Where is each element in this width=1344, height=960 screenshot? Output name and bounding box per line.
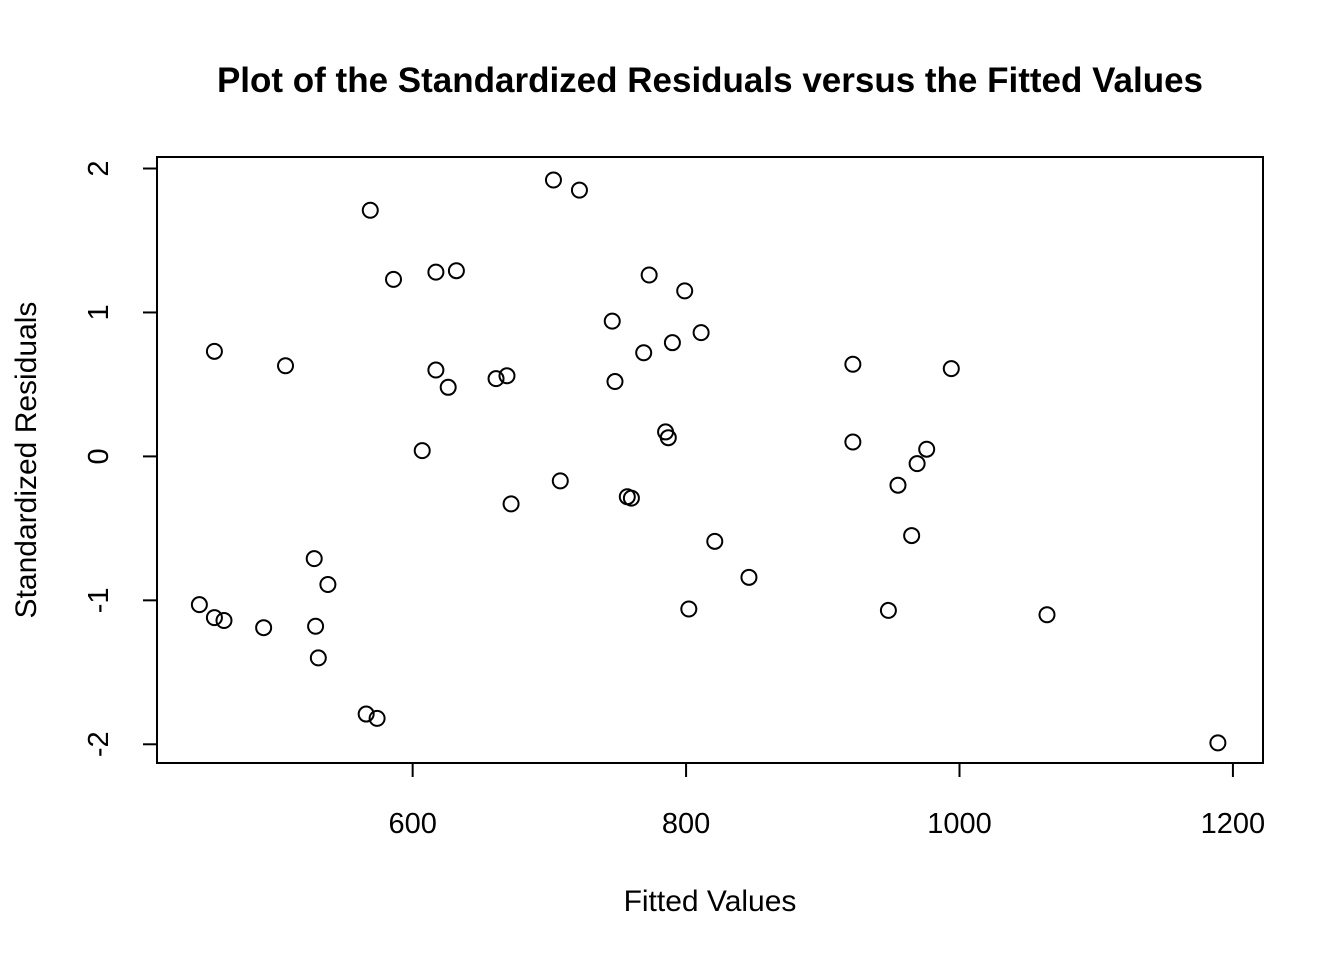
data-point [706,532,724,550]
data-point [413,442,431,460]
data-point [502,495,520,513]
data-point [205,342,223,360]
data-points [190,171,1227,752]
data-point [903,527,921,545]
data-point [622,489,640,507]
data-point [307,617,325,635]
y-tick-label: 2 [83,160,115,176]
x-axis-label: Fitted Values [624,885,797,918]
data-point [844,355,862,373]
data-point [908,455,926,473]
y-tick-label: -1 [83,587,115,613]
data-point [740,568,758,586]
data-point [439,378,457,396]
data-point [487,370,505,388]
data-point [692,324,710,342]
data-point [368,709,386,727]
data-point [659,429,677,447]
data-point [498,367,516,385]
y-tick-label: -2 [83,731,115,757]
x-tick-label: 600 [388,808,436,840]
data-point [676,282,694,300]
data-point [277,357,295,375]
data-point [255,619,273,637]
x-tick-label: 1200 [1201,808,1266,840]
data-point [603,312,621,330]
data-point [879,601,897,619]
data-point [1209,734,1227,752]
data-point [190,596,208,614]
data-point [606,373,624,391]
y-axis-label: Standardized Residuals [10,302,43,619]
data-point [427,361,445,379]
data-point [215,611,233,629]
data-point [1038,606,1056,624]
data-point [570,181,588,199]
data-point [635,344,653,362]
data-point [680,600,698,618]
chart-title: Plot of the Standardized Residuals versu… [217,61,1203,100]
data-point [357,705,375,723]
plot-frame [156,156,1264,764]
data-point [319,576,337,594]
data-point [844,433,862,451]
data-point [889,476,907,494]
x-axis: 600 800 1000 1200 [388,762,1266,840]
data-point [309,649,327,667]
data-point [385,270,403,288]
x-tick-label: 800 [662,808,710,840]
data-point [544,171,562,189]
y-axis: -2 -1 0 1 2 [83,160,158,757]
x-tick-label: 1000 [927,808,992,840]
data-point [663,334,681,352]
data-point [205,609,223,627]
data-point [918,440,936,458]
data-point [427,263,445,281]
data-point [447,262,465,280]
data-point [305,550,323,568]
y-tick-label: 1 [83,304,115,320]
y-tick-label: 0 [83,448,115,464]
data-point [361,201,379,219]
data-point [640,266,658,284]
data-point [551,472,569,490]
data-point [942,360,960,378]
